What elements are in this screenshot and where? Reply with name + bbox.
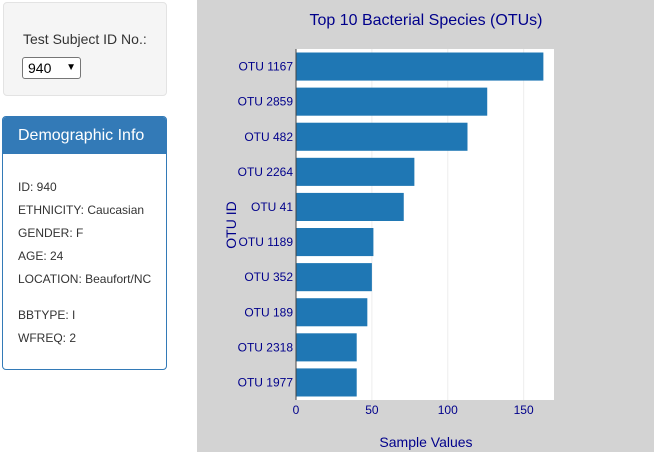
demo-id: ID: 940	[18, 180, 57, 194]
y-axis-label: OTU ID	[223, 201, 239, 248]
bar[interactable]	[296, 228, 374, 257]
bar[interactable]	[296, 157, 415, 186]
demo-ethnicity: ETHNICITY: Caucasian	[18, 203, 145, 217]
subject-id-label: Test Subject ID No.:	[23, 31, 147, 47]
y-tick-label: OTU 352	[244, 270, 293, 284]
bar[interactable]	[296, 192, 404, 221]
x-tick-labels: 0 50 100 150	[293, 403, 534, 417]
y-tick-label: OTU 2318	[238, 340, 294, 354]
bar[interactable]	[296, 122, 468, 151]
x-tick-label: 50	[365, 403, 379, 417]
demo-location: LOCATION: Beaufort/NC	[18, 272, 152, 286]
bar-chart-container: OTU 1167 OTU 2859 OTU 482 OTU 2264 OTU 41 OTU…	[197, 0, 654, 452]
y-tick-label: OTU 1977	[238, 375, 294, 389]
bar[interactable]	[296, 298, 368, 327]
chart-title: Top 10 Bacterial Species (OTUs)	[310, 12, 543, 29]
y-tick-label: OTU 41	[251, 200, 293, 214]
demo-wfreq: WFREQ: 2	[18, 331, 77, 345]
sidebar: Test Subject ID No.: 940 ▼ Demographic I…	[0, 0, 197, 452]
x-tick-label: 0	[293, 403, 300, 417]
x-axis-label: Sample Values	[379, 434, 472, 450]
y-tick-label: OTU 189	[244, 305, 293, 319]
bars	[296, 52, 544, 397]
y-tick-labels: OTU 1167 OTU 2859 OTU 482 OTU 2264 OTU 41 OTU…	[238, 60, 294, 390]
subject-selector-well: Test Subject ID No.: 940 ▼	[3, 2, 167, 96]
bar-chart: OTU 1167 OTU 2859 OTU 482 OTU 2264 OTU 41 OTU…	[223, 12, 554, 450]
bar[interactable]	[296, 263, 372, 292]
y-tick-label: OTU 2264	[238, 165, 294, 179]
demo-bbtype: BBTYPE: I	[18, 308, 76, 322]
x-tick-label: 150	[514, 403, 534, 417]
bar[interactable]	[296, 368, 357, 397]
y-tick-label: OTU 1189	[239, 235, 294, 249]
demographic-panel-heading: Demographic Info	[3, 117, 166, 154]
bar[interactable]	[296, 87, 488, 116]
chevron-down-icon: ▼	[66, 62, 76, 73]
y-tick-label: OTU 482	[244, 130, 293, 144]
subject-id-selected-value: 940	[28, 60, 52, 76]
demographic-panel: Demographic Info ID: 940 ETHNICITY: Cauc…	[2, 116, 167, 370]
subject-id-select[interactable]: 940 ▼	[22, 57, 81, 79]
bar[interactable]	[296, 52, 544, 81]
x-tick-label: 100	[438, 403, 458, 417]
demo-age: AGE: 24	[18, 249, 64, 263]
y-tick-label: OTU 2859	[238, 95, 294, 109]
demo-gender: GENDER: F	[18, 226, 84, 240]
bar[interactable]	[296, 333, 357, 362]
y-tick-label: OTU 1167	[239, 60, 294, 74]
